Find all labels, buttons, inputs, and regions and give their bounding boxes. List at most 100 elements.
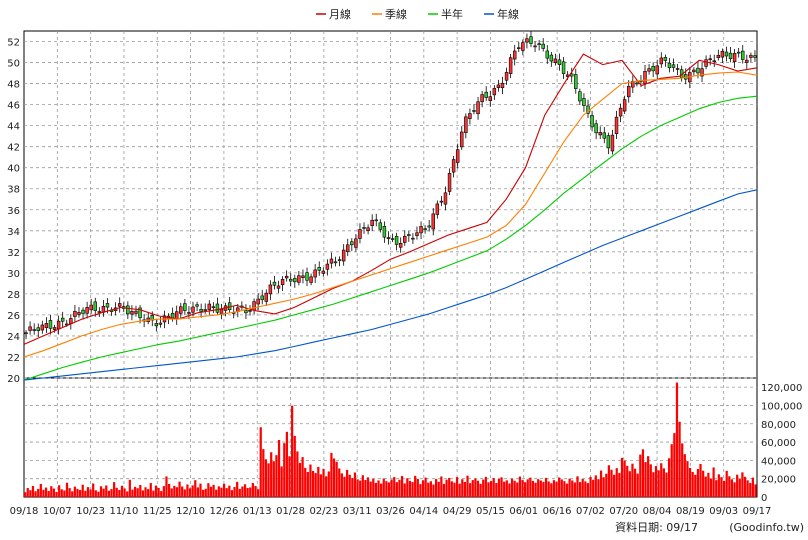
volume-tick-label: 100,000	[761, 401, 802, 412]
volume-bar	[667, 458, 671, 497]
candle-body	[488, 96, 492, 101]
price-tick-label: 26	[7, 311, 20, 322]
volume-bar	[613, 474, 616, 497]
volume-bar	[704, 476, 707, 497]
candle-body	[293, 278, 297, 283]
volume-tick-label: 20,000	[761, 475, 796, 486]
price-tick-label: 34	[7, 227, 20, 238]
volume-bar	[542, 481, 545, 497]
volume-bar	[34, 491, 37, 497]
volume-bar	[160, 491, 163, 497]
volume-bar	[647, 456, 650, 497]
volume-bar	[743, 476, 747, 497]
volume-bar	[191, 485, 194, 497]
volume-bar	[293, 435, 296, 497]
volume-bar	[722, 480, 726, 497]
candle-body	[48, 320, 53, 329]
volume-bar	[42, 489, 45, 497]
candle-body	[423, 228, 427, 230]
volume-bar	[390, 479, 393, 497]
volume-bar	[102, 488, 105, 497]
volume-bar	[175, 487, 179, 497]
volume-bar	[736, 474, 739, 497]
x-tick-label: 12/26	[209, 506, 238, 517]
volume-bar	[26, 488, 29, 497]
volume-bar	[717, 474, 720, 497]
candle-body	[431, 213, 435, 230]
candle-body	[333, 261, 338, 264]
x-tick-label: 04/14	[409, 506, 438, 517]
volume-bar	[327, 471, 330, 497]
volume-bar	[230, 490, 234, 497]
volume-bar	[463, 481, 467, 497]
volume-bar	[270, 452, 273, 497]
volume-bar	[144, 487, 147, 497]
candle-body	[130, 311, 134, 315]
candle-body	[521, 42, 525, 51]
volume-bar	[715, 480, 718, 497]
candle-body	[81, 309, 85, 314]
volume-bar	[147, 489, 150, 497]
x-tick-label: 07/02	[576, 506, 605, 517]
volume-bar	[712, 467, 715, 497]
volume-bar	[285, 431, 289, 497]
volume-bar	[442, 483, 446, 497]
volume-bar	[487, 482, 490, 497]
volume-bar	[387, 482, 391, 497]
candle-body	[309, 276, 313, 283]
x-tick-label: 02/23	[309, 506, 338, 517]
volume-bar	[615, 468, 618, 497]
volume-bar	[547, 481, 550, 497]
volume-bar	[199, 483, 202, 497]
volume-bar	[610, 469, 613, 497]
volume-bar	[317, 466, 320, 497]
volume-bar	[152, 490, 155, 497]
volume-bar	[696, 468, 700, 497]
volume-bar	[618, 473, 621, 497]
volume-bar	[448, 477, 451, 497]
volume-bar	[322, 468, 325, 497]
candle-body	[525, 38, 529, 43]
candle-body	[403, 235, 407, 243]
candle-body	[276, 285, 281, 289]
volume-bar	[599, 470, 603, 497]
candle-body	[582, 98, 586, 106]
volume-bar	[71, 491, 74, 497]
volume-bar	[50, 486, 53, 497]
volume-bar	[353, 472, 357, 497]
volume-bar	[395, 482, 398, 497]
price-tick-label: 38	[7, 185, 20, 196]
candle-body	[480, 94, 484, 103]
candle-body	[191, 306, 195, 313]
volume-bar	[641, 449, 645, 497]
volume-bar	[385, 481, 388, 497]
candle-body	[545, 50, 550, 59]
volume-bar	[730, 479, 734, 497]
candle-body	[398, 243, 403, 248]
candle-body	[443, 192, 448, 205]
volume-tick-label: 120,000	[761, 383, 802, 394]
candle-body	[65, 323, 69, 326]
price-tick-label: 44	[7, 122, 20, 133]
ma-line	[23, 189, 758, 381]
volume-bar	[589, 476, 592, 497]
candle-body	[635, 82, 639, 85]
legend-label: 月線	[329, 7, 351, 21]
price-tick-label: 30	[7, 269, 20, 280]
volume-bar	[65, 482, 69, 497]
volume-bar	[194, 480, 197, 497]
ma-line	[23, 71, 758, 358]
price-tick-label: 52	[7, 38, 20, 49]
volume-bar	[749, 482, 752, 497]
volume-bar	[86, 487, 90, 497]
candle-body	[134, 310, 138, 314]
volume-bar	[440, 476, 443, 497]
volume-bar	[217, 486, 220, 497]
candle-body	[557, 59, 562, 65]
price-tick-label: 48	[7, 80, 20, 91]
volume-bar	[544, 477, 548, 497]
candle-body	[211, 306, 216, 309]
candle-body	[77, 312, 81, 315]
candle-body	[117, 303, 122, 307]
